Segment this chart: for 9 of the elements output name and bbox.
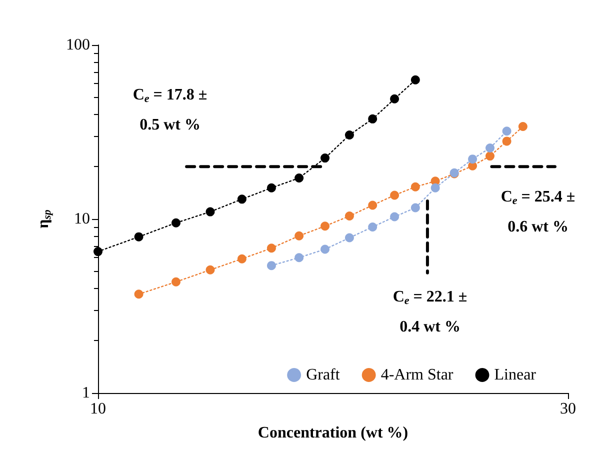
x-tick-label: 30 [560,400,576,418]
legend-label: Linear [494,366,537,384]
y-tick-label: 10 [74,210,90,228]
y-tick-label: 100 [66,36,90,54]
legend-label: 4-Arm Star [380,366,454,384]
legend-label: Graft [306,366,340,384]
y-tick-label: 1 [82,384,90,402]
x-axis-title: Concentration (wt %) [258,424,408,442]
y-axis-title: ηsp [35,209,54,228]
